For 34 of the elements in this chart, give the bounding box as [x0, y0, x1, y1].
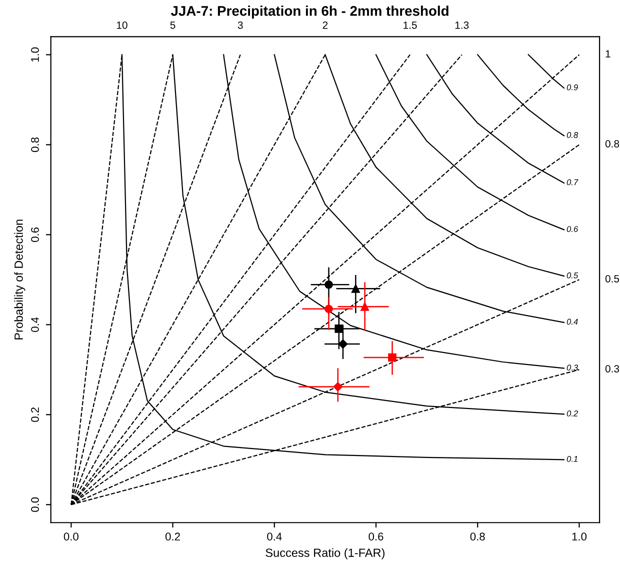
x-tick-label: 0.6	[368, 532, 384, 541]
x-axis-title: Success Ratio (1-FAR)	[266, 548, 384, 560]
text: 5	[170, 22, 176, 29]
series-label: 0.9	[566, 84, 578, 90]
x-tick-label: 0.4	[267, 532, 282, 541]
text: 0.3	[605, 365, 620, 372]
series-label: 0.8	[566, 132, 578, 138]
x-tick-label: 1.0	[572, 532, 587, 541]
series-label: 0.7	[566, 179, 578, 186]
x-tick-label: 0.8	[470, 532, 485, 541]
series-label: 0.3	[566, 364, 578, 371]
text: 3	[238, 21, 243, 29]
x-tick-label: 0.0	[64, 532, 78, 541]
series-label: 0.5	[566, 272, 578, 278]
chart-title: JJA-7: Precipitation in 6h - 2mm threshold	[170, 6, 448, 19]
y-tick-label: 0.4	[31, 317, 39, 332]
series-label: 0.6	[566, 226, 578, 232]
series-label: 0.1	[566, 456, 578, 462]
text: 1.3	[455, 21, 469, 29]
text: 0.8	[605, 140, 620, 148]
y-tick-label: 0.2	[31, 407, 39, 422]
series-label: 0.2	[566, 410, 578, 416]
text: 1	[606, 50, 610, 58]
y-axis-title: Probability of Detection	[14, 220, 26, 340]
y-tick-label: 0.8	[31, 137, 39, 152]
x-tick-label: 0.2	[165, 532, 180, 541]
y-tick-label: 0.6	[31, 227, 39, 242]
text: 0.5	[605, 275, 620, 282]
text: 10	[116, 21, 128, 29]
text: 1.5	[404, 22, 417, 29]
y-tick-label: 0.0	[31, 497, 39, 512]
text: 2	[322, 21, 328, 29]
y-tick-label: 1.0	[31, 47, 39, 62]
series-label: 0.4	[566, 318, 578, 325]
